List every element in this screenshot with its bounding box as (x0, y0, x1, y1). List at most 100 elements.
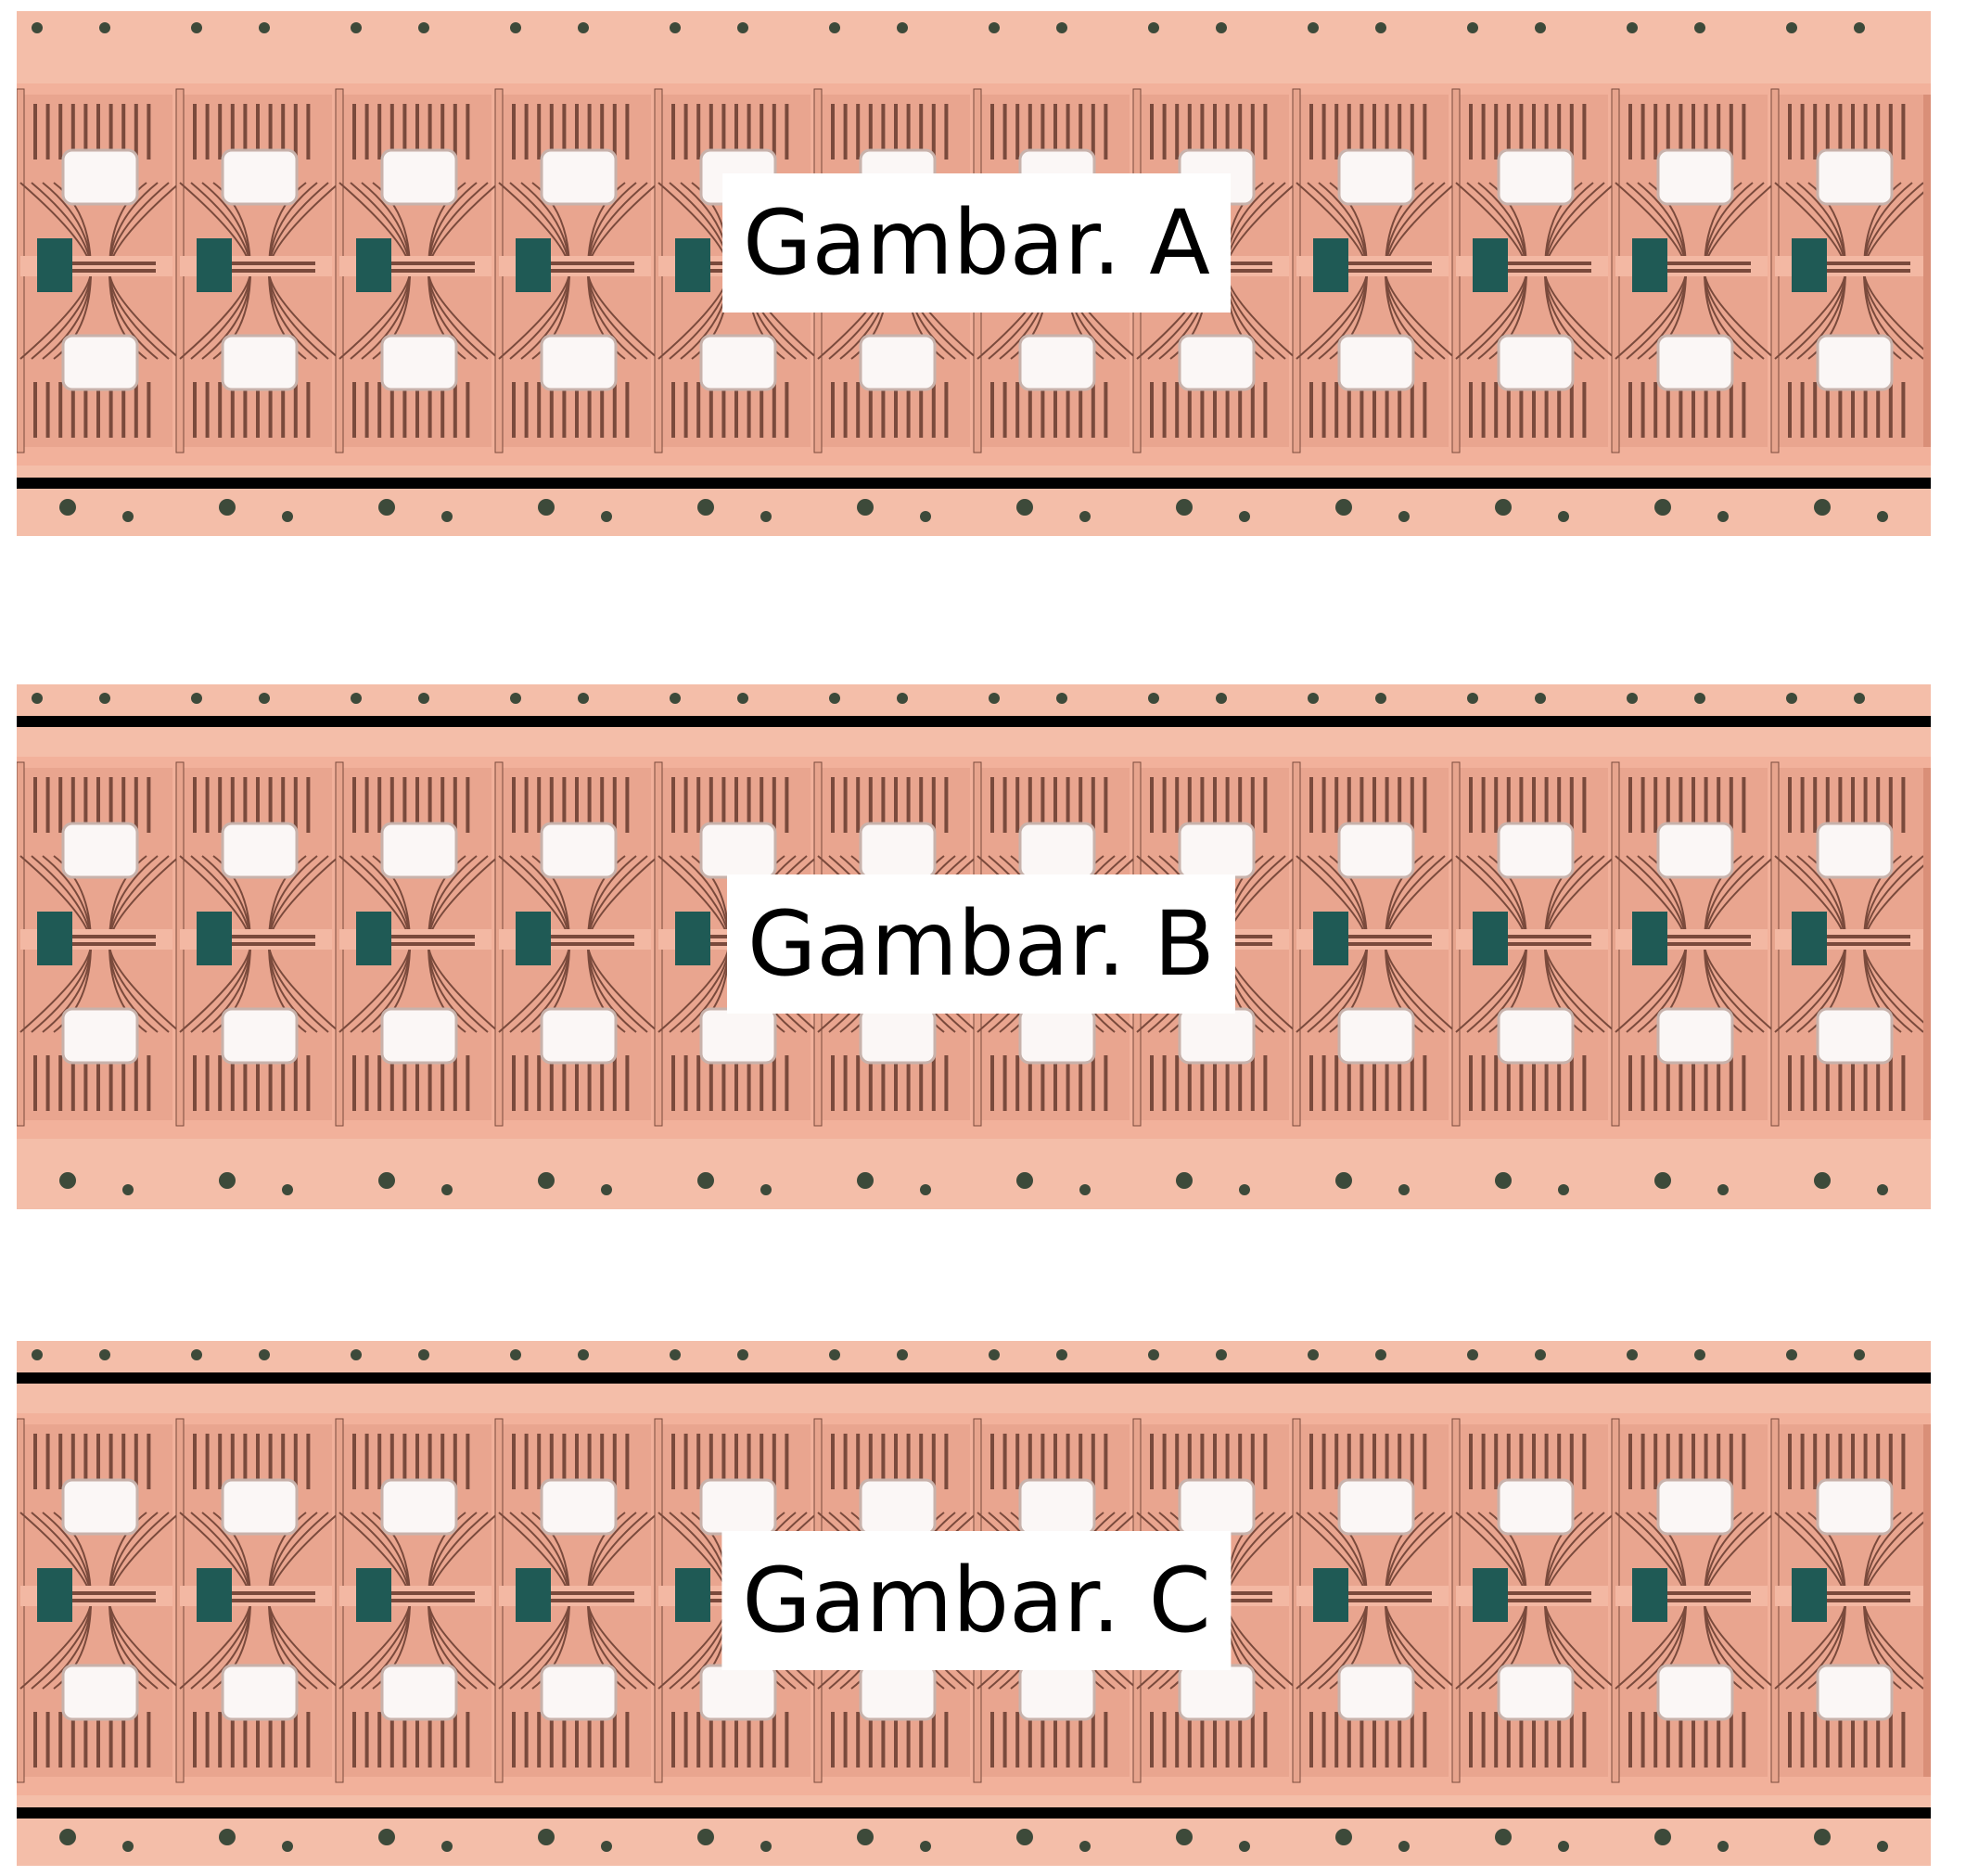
lead-finger (428, 1712, 432, 1768)
tie-bar-trace (391, 269, 475, 273)
lead-finger (537, 1055, 542, 1111)
lead-finger (1309, 777, 1313, 833)
tie-bar-trace (1508, 269, 1591, 273)
lead-finger (1506, 1055, 1511, 1111)
lead-finger (772, 1712, 776, 1768)
trace-line (1296, 943, 1368, 1033)
lead-finger (306, 777, 311, 833)
window-cutout (221, 334, 299, 391)
lead-finger (402, 382, 407, 438)
lead-finger (1519, 382, 1524, 438)
edge-hole (1467, 1349, 1478, 1360)
lead-finger (671, 382, 675, 438)
edge-hole (1016, 1172, 1033, 1189)
lead-finger (1569, 777, 1574, 833)
lead-finger (268, 1055, 273, 1111)
edge-hole (1016, 499, 1033, 516)
lead-finger (364, 1434, 369, 1489)
bottom-rail (17, 1807, 1931, 1819)
lead-finger (121, 1055, 126, 1111)
lead-finger (58, 104, 63, 160)
lead-finger (402, 777, 407, 833)
lead-finger (453, 1055, 457, 1111)
lead-finger (70, 1055, 75, 1111)
lead-finger (709, 777, 713, 833)
lead-finger (1679, 382, 1683, 438)
edge-hole (122, 1841, 134, 1852)
edge-hole (32, 693, 43, 704)
edge-hole (1398, 1184, 1410, 1195)
edge-hole (1535, 1349, 1546, 1360)
lead-finger (1162, 1055, 1167, 1111)
lead-finger (549, 382, 554, 438)
window-cutout (61, 148, 139, 206)
lead-finger (1569, 1055, 1574, 1111)
lead-finger (1423, 1055, 1427, 1111)
edge-hole (1239, 1184, 1250, 1195)
window-cutout (1018, 822, 1096, 879)
lead-finger (1091, 104, 1095, 160)
lead-finger (1410, 1434, 1414, 1489)
tie-bar-trace (551, 935, 634, 938)
right-edge (1923, 95, 1931, 447)
lead-finger (1729, 1434, 1733, 1489)
lead-finger (70, 1434, 75, 1489)
lead-finger (1150, 1434, 1154, 1489)
lead-finger (562, 1434, 567, 1489)
window-cutout (1656, 1478, 1734, 1536)
edge-hole (1216, 1349, 1227, 1360)
lead-finger (218, 382, 223, 438)
edge-hole (1308, 1349, 1319, 1360)
leadframe-unit (1292, 761, 1457, 1127)
lead-finger (894, 104, 898, 160)
die-pad (197, 912, 232, 965)
lead-finger (772, 1434, 776, 1489)
lead-finger (1250, 104, 1255, 160)
lead-finger (747, 1055, 751, 1111)
lead-finger (1653, 777, 1658, 833)
lead-finger (1238, 104, 1243, 160)
lead-finger (1717, 777, 1721, 833)
bottom-rail (17, 478, 1931, 489)
lead-finger (1519, 777, 1524, 833)
leadframe-unit (1611, 88, 1776, 453)
lead-finger (868, 104, 873, 160)
leadframe-unit (335, 1418, 500, 1783)
edge-hole (1079, 511, 1091, 522)
lead-finger (1213, 1434, 1217, 1489)
lead-finger (1742, 104, 1746, 160)
lead-finger (1079, 1712, 1083, 1768)
lead-finger (1532, 1712, 1536, 1768)
lead-finger (109, 1434, 113, 1489)
trace-line (1544, 1600, 1616, 1690)
lead-finger (1888, 1712, 1893, 1768)
tie-bar-trace (232, 935, 315, 938)
window-cutout (61, 1664, 139, 1721)
lead-finger (1679, 777, 1683, 833)
edge-hole (1467, 693, 1478, 704)
lead-finger (1225, 1055, 1230, 1111)
lead-finger (1150, 1055, 1154, 1111)
lead-finger (1729, 777, 1733, 833)
lead-finger (1091, 1055, 1095, 1111)
trace-line (1385, 943, 1457, 1033)
lead-finger (147, 1055, 151, 1111)
leadframe-unit (1611, 1418, 1776, 1783)
lead-finger (1002, 1055, 1007, 1111)
lead-finger (1066, 1712, 1070, 1768)
edge-hole (1016, 1829, 1033, 1845)
lead-finger (268, 1434, 273, 1489)
window-cutout (380, 334, 458, 391)
lead-finger (1200, 382, 1205, 438)
lead-finger (45, 382, 50, 438)
lead-finger (256, 104, 260, 160)
tie-bar-trace (1667, 1591, 1751, 1595)
die-pad (37, 912, 72, 965)
die-pad (1792, 912, 1827, 965)
tie-bar-trace (1348, 935, 1432, 938)
lead-finger (760, 777, 764, 833)
lead-finger (1628, 382, 1632, 438)
lead-finger (1692, 382, 1695, 438)
lead-finger (1309, 1712, 1313, 1768)
trace-line (109, 270, 181, 360)
